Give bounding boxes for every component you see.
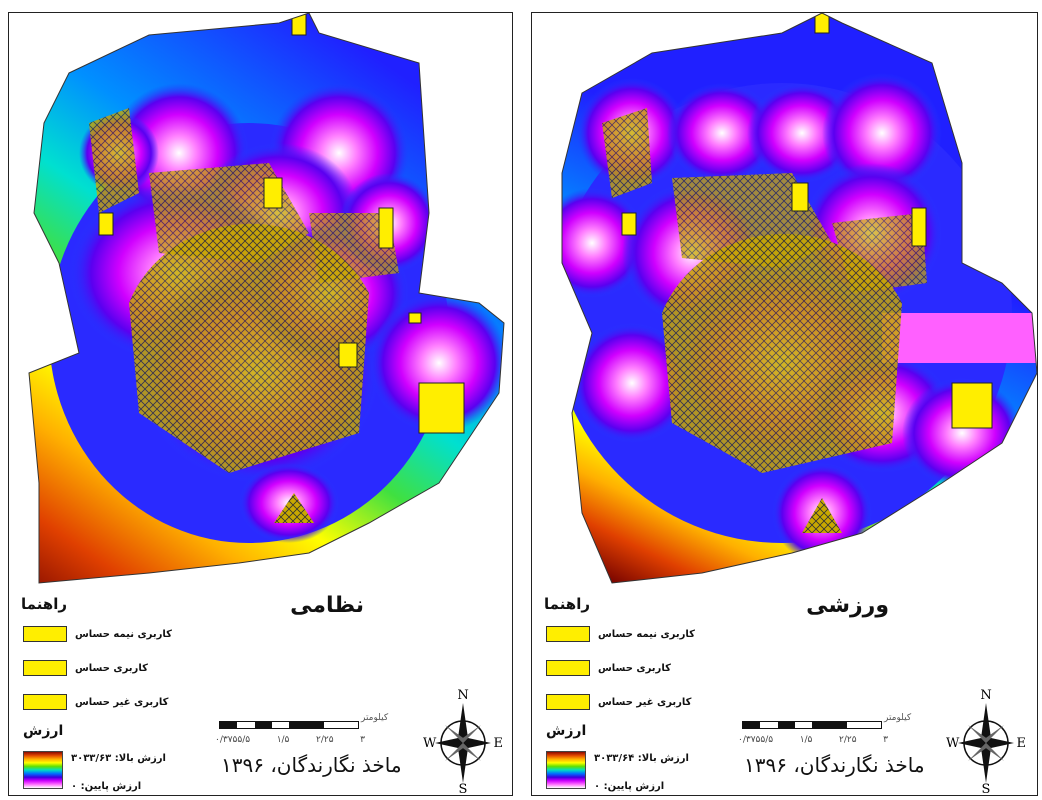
legend-swatch	[23, 626, 67, 642]
scale-tick: ۱/۵	[799, 735, 813, 745]
legend-swatch	[546, 694, 590, 710]
color-ramp	[23, 751, 63, 789]
value-high-label: ارزش بالا: ۳۰۳۳/۶۴	[594, 753, 689, 764]
compass-s: S	[459, 782, 468, 797]
compass-s: S	[982, 782, 991, 797]
scale-tick: ۱/۵	[276, 735, 290, 745]
legend-item-semi-sensitive: کاربری نیمه حساس	[546, 625, 695, 643]
color-ramp	[546, 751, 586, 789]
legend-swatch	[23, 660, 67, 676]
legend-item-sensitive: کاربری حساس	[546, 659, 671, 677]
source-note: ماخذ نگارندگان، ۱۳۹۶	[744, 753, 925, 777]
scale-unit: کیلومتر	[361, 713, 389, 723]
source-note: ماخذ نگارندگان، ۱۳۹۶	[221, 753, 402, 777]
compass-w: W	[946, 736, 960, 751]
scale-tick: ۲/۲۵	[316, 735, 334, 745]
scale-tick: ۲/۲۵	[839, 735, 857, 745]
legend-item-sensitive: کاربری حساس	[23, 659, 148, 677]
compass-w: W	[423, 736, 437, 751]
map-panel-sports: ورزشی راهنما کاربری نیمه حساس کاربری حسا…	[531, 12, 1038, 797]
legend-label: کاربری غیر حساس	[598, 696, 692, 708]
distance-raster-map	[28, 13, 505, 584]
legend-heading: راهنما	[21, 595, 67, 613]
legend-label: کاربری حساس	[75, 662, 148, 674]
legend-heading: راهنما	[544, 595, 590, 613]
legend-swatch	[546, 626, 590, 642]
scale-tick: ۰/۳۷۵۵/۵	[738, 735, 774, 745]
value-low-label: ارزش پایین: ۰	[594, 781, 665, 792]
legend-label: کاربری نیمه حساس	[75, 628, 172, 640]
map-panel-military: نظامی راهنما کاربری نیمه حساس کاربری حسا…	[8, 12, 513, 797]
legend-item-non-sensitive: کاربری غیر حساس	[23, 693, 169, 711]
scale-ticks: ۰/۳۷۵۵/۵ ۱/۵ ۲/۲۵ ۳	[215, 735, 365, 745]
scale-bar	[742, 721, 882, 729]
distance-raster-map	[561, 13, 1038, 584]
scale-tick: ۳	[360, 735, 365, 745]
scale-ticks: ۰/۳۷۵۵/۵ ۱/۵ ۲/۲۵ ۳	[738, 735, 888, 745]
value-low-label: ارزش پایین: ۰	[71, 781, 142, 792]
scale-bar	[219, 721, 359, 729]
legend-label: کاربری نیمه حساس	[598, 628, 695, 640]
scale-tick: ۰/۳۷۵۵/۵	[215, 735, 251, 745]
compass-n: N	[980, 688, 991, 703]
compass-e: E	[494, 736, 504, 751]
value-legend-heading: ارزش	[23, 723, 64, 739]
value-legend-heading: ارزش	[546, 723, 587, 739]
map-title: نظامی	[290, 593, 364, 618]
legend-item-non-sensitive: کاربری غیر حساس	[546, 693, 692, 711]
legend-item-semi-sensitive: کاربری نیمه حساس	[23, 625, 172, 643]
compass-e: E	[1017, 736, 1027, 751]
legend-swatch	[23, 694, 67, 710]
map-title: ورزشی	[806, 593, 889, 618]
value-high-label: ارزش بالا: ۳۰۳۳/۶۳	[71, 753, 166, 764]
legend-label: کاربری غیر حساس	[75, 696, 169, 708]
scale-tick: ۳	[883, 735, 888, 745]
compass-rose-icon: N S E W	[423, 688, 504, 797]
legend-label: کاربری حساس	[598, 662, 671, 674]
scale-unit: کیلومتر	[884, 713, 912, 723]
compass-n: N	[457, 688, 468, 703]
compass-rose-icon: N S E W	[946, 688, 1027, 797]
legend-swatch	[546, 660, 590, 676]
